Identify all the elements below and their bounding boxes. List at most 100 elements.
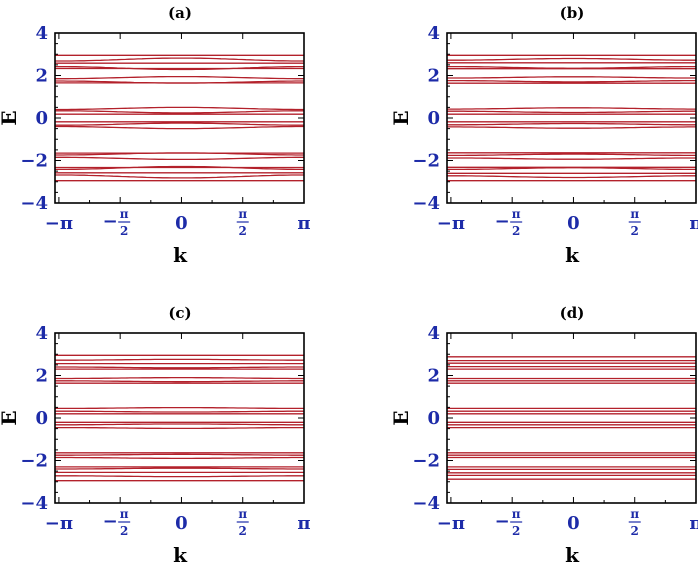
band-line-7 [55, 380, 304, 383]
x-axis-title: k [565, 543, 580, 565]
band-line-10 [55, 110, 304, 114]
band-line-7 [447, 79, 696, 83]
band-line-6 [55, 376, 304, 380]
y-tick-label: 0 [427, 408, 440, 429]
x-tick-label: π/2π2 [628, 207, 641, 238]
band-line-16 [55, 152, 304, 156]
bands [55, 54, 304, 182]
x-tick-label: π/2π2 [236, 207, 249, 238]
x-tick-label: π [689, 513, 698, 534]
band-line-17 [55, 456, 304, 460]
x-tick-label: 0 [567, 513, 580, 534]
band-line-16 [447, 153, 696, 157]
x-tick-numerator: π [512, 507, 521, 521]
band-line-14 [55, 125, 304, 130]
band-line-9 [55, 106, 304, 111]
band-line-16 [55, 453, 304, 456]
y-tick-label: 4 [427, 323, 440, 344]
y-tick-label: 4 [427, 23, 440, 44]
band-line-10 [55, 410, 304, 413]
x-tick-denominator: 2 [120, 524, 128, 538]
band-line-19 [55, 165, 304, 171]
band-line-21 [447, 175, 696, 179]
y-tick-label: −4 [20, 493, 48, 514]
x-tick-label: −π/2−π2 [495, 507, 523, 538]
x-tick-denominator: 2 [239, 224, 247, 238]
x-tick-numerator: π [630, 207, 639, 221]
x-tick-label: 0 [567, 213, 580, 234]
band-line-14 [447, 126, 696, 129]
band-line-4 [55, 366, 304, 369]
band-line-2 [447, 57, 696, 61]
y-tick-label: 4 [35, 23, 48, 44]
band-line-6 [55, 75, 304, 80]
band-line-21 [55, 475, 304, 478]
band-line-4 [447, 65, 696, 69]
band-line-6 [447, 76, 696, 79]
x-tick-label: π [297, 513, 310, 534]
band-line-19 [447, 167, 696, 171]
bands [447, 54, 696, 182]
y-tick-label: 2 [35, 366, 48, 387]
x-tick-numerator: π [630, 507, 639, 521]
y-axis-title: E [0, 410, 21, 425]
x-tick-numerator: π [512, 207, 521, 221]
x-tick-label: 0 [175, 513, 188, 534]
x-tick-label: π [297, 213, 310, 234]
panel-title: (b) [560, 4, 585, 22]
band-line-17 [55, 156, 304, 161]
x-tick-label: −π/2−π2 [103, 507, 131, 538]
band-line-4 [55, 65, 304, 71]
x-tick-denominator: 2 [631, 224, 639, 238]
band-line-21 [55, 174, 304, 179]
y-tick-label: 0 [427, 108, 440, 129]
x-tick-label: π [689, 213, 698, 234]
bands [447, 356, 696, 480]
y-tick-label: −2 [20, 451, 48, 472]
band-line-2 [55, 358, 304, 361]
band-line-2 [55, 57, 304, 62]
y-tick-label: 4 [35, 323, 48, 344]
x-tick-numerator: π [120, 207, 129, 221]
x-tick-sign: − [495, 511, 510, 532]
y-tick-label: 0 [35, 108, 48, 129]
x-tick-denominator: 2 [120, 224, 128, 238]
panel-title: (a) [168, 4, 192, 22]
x-tick-label: 0 [175, 213, 188, 234]
x-tick-label: −π/2−π2 [103, 207, 131, 238]
y-axis-title: E [0, 110, 21, 125]
band-line-17 [447, 157, 696, 160]
x-tick-sign: − [103, 211, 118, 232]
x-tick-denominator: 2 [631, 524, 639, 538]
x-tick-sign: − [495, 211, 510, 232]
x-tick-denominator: 2 [239, 524, 247, 538]
y-tick-label: −2 [412, 451, 440, 472]
band-line-13 [55, 122, 304, 126]
y-tick-label: 0 [35, 408, 48, 429]
x-tick-numerator: π [238, 507, 247, 521]
x-tick-label: −π [437, 513, 465, 534]
y-tick-label: −2 [20, 151, 48, 172]
band-line-19 [55, 467, 304, 470]
y-tick-label: −4 [20, 193, 48, 214]
x-tick-numerator: π [120, 507, 129, 521]
x-axis-title: k [173, 543, 188, 565]
band-line-13 [447, 122, 696, 126]
band-line-14 [55, 426, 304, 430]
bands [55, 354, 304, 482]
y-axis-title: E [389, 410, 413, 425]
x-tick-label: −π [45, 213, 73, 234]
x-tick-sign: − [103, 511, 118, 532]
band-line-9 [55, 406, 304, 410]
y-tick-label: 2 [427, 366, 440, 387]
band-line-13 [55, 423, 304, 426]
y-tick-label: −2 [412, 151, 440, 172]
plot-frame [54, 332, 305, 504]
x-tick-label: −π [45, 513, 73, 534]
y-tick-label: −4 [412, 493, 440, 514]
